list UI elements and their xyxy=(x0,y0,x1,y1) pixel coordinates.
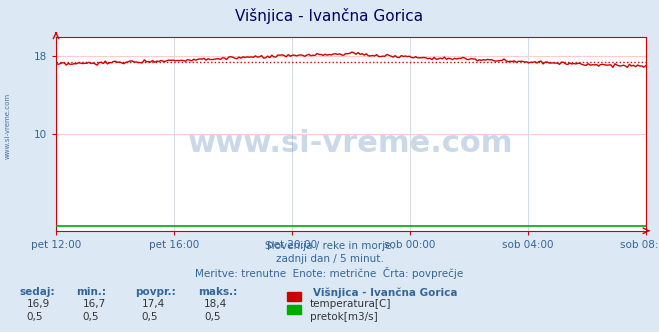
Text: 0,5: 0,5 xyxy=(142,312,158,322)
Text: maks.:: maks.: xyxy=(198,287,237,297)
Text: 16,9: 16,9 xyxy=(26,299,49,309)
Text: pretok[m3/s]: pretok[m3/s] xyxy=(310,312,378,322)
Text: 18,4: 18,4 xyxy=(204,299,227,309)
Text: 0,5: 0,5 xyxy=(82,312,99,322)
Text: Višnjica - Ivančna Gorica: Višnjica - Ivančna Gorica xyxy=(313,287,457,298)
Text: Slovenija / reke in morje.: Slovenija / reke in morje. xyxy=(264,241,395,251)
Text: www.si-vreme.com: www.si-vreme.com xyxy=(5,93,11,159)
Text: Meritve: trenutne  Enote: metrične  Črta: povprečje: Meritve: trenutne Enote: metrične Črta: … xyxy=(195,267,464,279)
Text: Višnjica - Ivančna Gorica: Višnjica - Ivančna Gorica xyxy=(235,8,424,24)
Text: zadnji dan / 5 minut.: zadnji dan / 5 minut. xyxy=(275,254,384,264)
Text: www.si-vreme.com: www.si-vreme.com xyxy=(188,129,513,158)
Text: temperatura[C]: temperatura[C] xyxy=(310,299,391,309)
Text: povpr.:: povpr.: xyxy=(135,287,176,297)
Text: sedaj:: sedaj: xyxy=(20,287,55,297)
Text: 16,7: 16,7 xyxy=(82,299,105,309)
Text: 0,5: 0,5 xyxy=(204,312,221,322)
Text: 17,4: 17,4 xyxy=(142,299,165,309)
Text: 0,5: 0,5 xyxy=(26,312,43,322)
Text: min.:: min.: xyxy=(76,287,106,297)
